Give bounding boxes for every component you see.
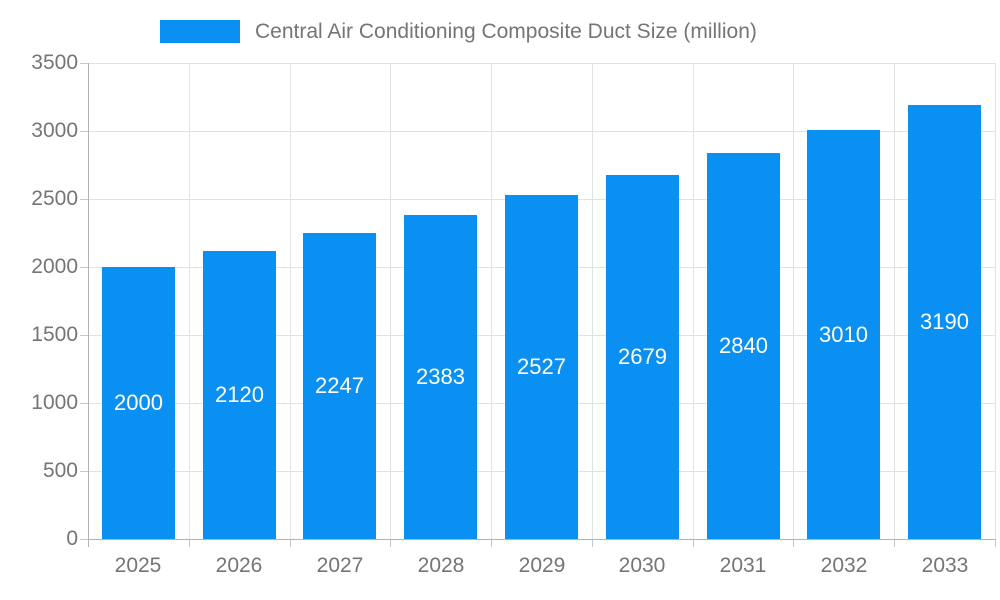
bar-value-label: 2679 bbox=[618, 344, 667, 369]
bar-2028[interactable]: 2383 bbox=[404, 215, 477, 539]
bar-2030[interactable]: 2679 bbox=[606, 175, 679, 539]
x-axis-label: 2031 bbox=[719, 554, 767, 577]
x-axis-tick bbox=[491, 539, 492, 547]
gridline-vertical bbox=[390, 63, 391, 539]
y-axis-label: 0 bbox=[66, 527, 78, 550]
y-axis-tick bbox=[80, 63, 88, 64]
y-axis-tick bbox=[80, 131, 88, 132]
y-axis-tick bbox=[80, 471, 88, 472]
bar-2031[interactable]: 2840 bbox=[707, 153, 780, 539]
legend-label: Central Air Conditioning Composite Duct … bbox=[255, 20, 757, 43]
x-axis-label: 2027 bbox=[316, 554, 364, 577]
y-axis-tick bbox=[80, 403, 88, 404]
bar-2025[interactable]: 2000 bbox=[102, 267, 175, 539]
y-axis-label: 1000 bbox=[31, 391, 78, 414]
bar-value-label: 2383 bbox=[416, 364, 465, 389]
gridline-vertical bbox=[693, 63, 694, 539]
bar-2029[interactable]: 2527 bbox=[505, 195, 578, 539]
x-axis-line bbox=[88, 539, 995, 540]
gridline-horizontal bbox=[88, 63, 995, 64]
bar-2032[interactable]: 3010 bbox=[807, 130, 880, 539]
bar-2027[interactable]: 2247 bbox=[303, 233, 376, 539]
gridline-vertical bbox=[290, 63, 291, 539]
y-axis-tick bbox=[80, 199, 88, 200]
y-axis-line bbox=[88, 63, 89, 547]
y-axis-label: 3000 bbox=[31, 119, 78, 142]
y-axis-tick bbox=[80, 539, 88, 540]
legend-swatch bbox=[160, 20, 240, 43]
x-axis-label: 2028 bbox=[417, 554, 465, 577]
x-axis-label: 2030 bbox=[618, 554, 666, 577]
bar-value-label: 3190 bbox=[920, 309, 969, 334]
bar-value-label: 2527 bbox=[517, 354, 566, 379]
bar-value-label: 2247 bbox=[315, 373, 364, 398]
y-axis-tick bbox=[80, 335, 88, 336]
x-axis-label: 2029 bbox=[518, 554, 566, 577]
x-axis-tick bbox=[693, 539, 694, 547]
y-axis-label: 1500 bbox=[31, 323, 78, 346]
chart-legend[interactable]: Central Air Conditioning Composite Duct … bbox=[160, 18, 757, 45]
x-axis-label: 2033 bbox=[921, 554, 969, 577]
x-axis-tick bbox=[592, 539, 593, 547]
gridline-vertical bbox=[894, 63, 895, 539]
gridline-vertical bbox=[793, 63, 794, 539]
bar-value-label: 3010 bbox=[819, 321, 868, 347]
y-axis-tick bbox=[80, 267, 88, 268]
y-axis-label: 2500 bbox=[31, 187, 78, 210]
bar-value-label: 2120 bbox=[215, 382, 264, 407]
bar-value-label: 2840 bbox=[719, 333, 768, 358]
gridline-vertical bbox=[189, 63, 190, 539]
gridline-horizontal bbox=[88, 131, 995, 132]
gridline-vertical bbox=[491, 63, 492, 539]
gridline-vertical bbox=[995, 63, 996, 539]
x-axis-tick bbox=[995, 539, 996, 547]
bar-2026[interactable]: 2120 bbox=[203, 251, 276, 539]
bar-value-label: 2000 bbox=[114, 390, 163, 415]
x-axis-tick bbox=[290, 539, 291, 547]
x-axis-tick bbox=[894, 539, 895, 547]
x-axis-tick bbox=[793, 539, 794, 547]
gridline-vertical bbox=[592, 63, 593, 539]
x-axis-label: 2032 bbox=[820, 554, 868, 577]
x-axis-tick bbox=[189, 539, 190, 547]
x-axis-label: 2026 bbox=[215, 554, 263, 577]
x-axis-tick bbox=[390, 539, 391, 547]
y-axis-label: 3500 bbox=[31, 51, 78, 74]
bar-2033[interactable]: 3190 bbox=[908, 105, 981, 539]
y-axis-label: 500 bbox=[42, 459, 78, 482]
x-axis-label: 2025 bbox=[114, 554, 162, 577]
y-axis-label: 2000 bbox=[31, 255, 78, 278]
